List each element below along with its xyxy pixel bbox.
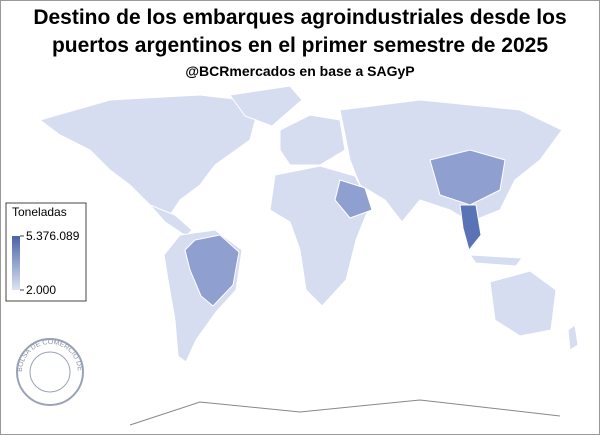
legend-title: Toneladas (12, 205, 67, 219)
new-zealand (567, 324, 579, 351)
indonesia (468, 254, 523, 267)
europe (279, 114, 346, 166)
world-map (38, 85, 579, 426)
subtitle: @BCRmercados en base a SAGyP (185, 63, 414, 79)
australia (489, 270, 557, 337)
scale-label: 2.000 (26, 283, 56, 297)
southeast-asia (459, 204, 482, 252)
title-line: Destino de los embarques agroindustriale… (33, 6, 566, 29)
china (429, 149, 506, 206)
color-scale (12, 236, 20, 290)
title-line: puertos argentinos en el primer semestre… (52, 34, 548, 57)
north-america (38, 94, 261, 216)
seal-inner (29, 351, 71, 393)
greenland (229, 85, 303, 127)
saudi-arabia (334, 179, 373, 219)
scale-label: 5.376.089 (26, 229, 80, 243)
brazil (184, 234, 240, 307)
legend: Toneladas (5, 202, 87, 302)
antarctica-coast (129, 399, 561, 426)
seal-ring (16, 338, 84, 406)
central-america (149, 204, 193, 237)
